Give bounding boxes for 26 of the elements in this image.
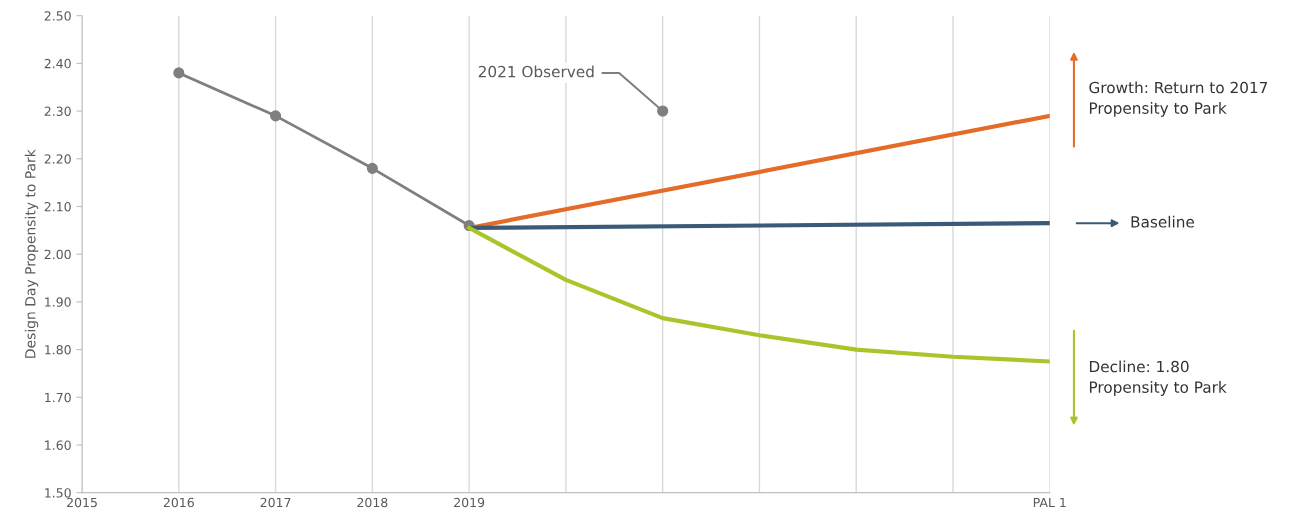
y-tick-label: 1.70 [45, 392, 71, 403]
y-tick-label: 2.20 [44, 154, 71, 164]
y-tick-label: 2.50 [44, 11, 71, 21]
x-tick-label: 2017 [260, 497, 291, 508]
y-tick-label: 2.10 [44, 201, 71, 212]
x-tick-label: PAL 1 [1033, 497, 1066, 508]
x-tick-label: 2019 [454, 497, 485, 508]
point [366, 162, 378, 174]
y-tick-label: 1.90 [45, 297, 71, 307]
x-tick-label: 2015 [67, 497, 97, 508]
y-axis-title: Design Day Propensity to Park [24, 149, 39, 358]
legend-label: Baseline [1131, 215, 1195, 228]
y-tick-label: 2.40 [44, 58, 71, 69]
y-tick-label: 2.30 [44, 106, 71, 117]
text: Decline: 1.80 Propensity to Park [1089, 360, 1227, 396]
y-tick-label: 2.00 [44, 249, 71, 260]
y-tick-label: 1.80 [45, 345, 71, 355]
point [173, 67, 185, 79]
x-tick-label: 2018 [357, 497, 388, 508]
text: Growth: Return to 2017 Propensity to Park [1089, 81, 1268, 117]
y-tick-label: 1.50 [45, 488, 71, 498]
x-tick-label: 2016 [163, 497, 194, 508]
point [270, 110, 282, 122]
text: 2021 Observed [478, 65, 594, 78]
point [657, 105, 669, 117]
y-tick-label: 1.60 [45, 440, 71, 450]
